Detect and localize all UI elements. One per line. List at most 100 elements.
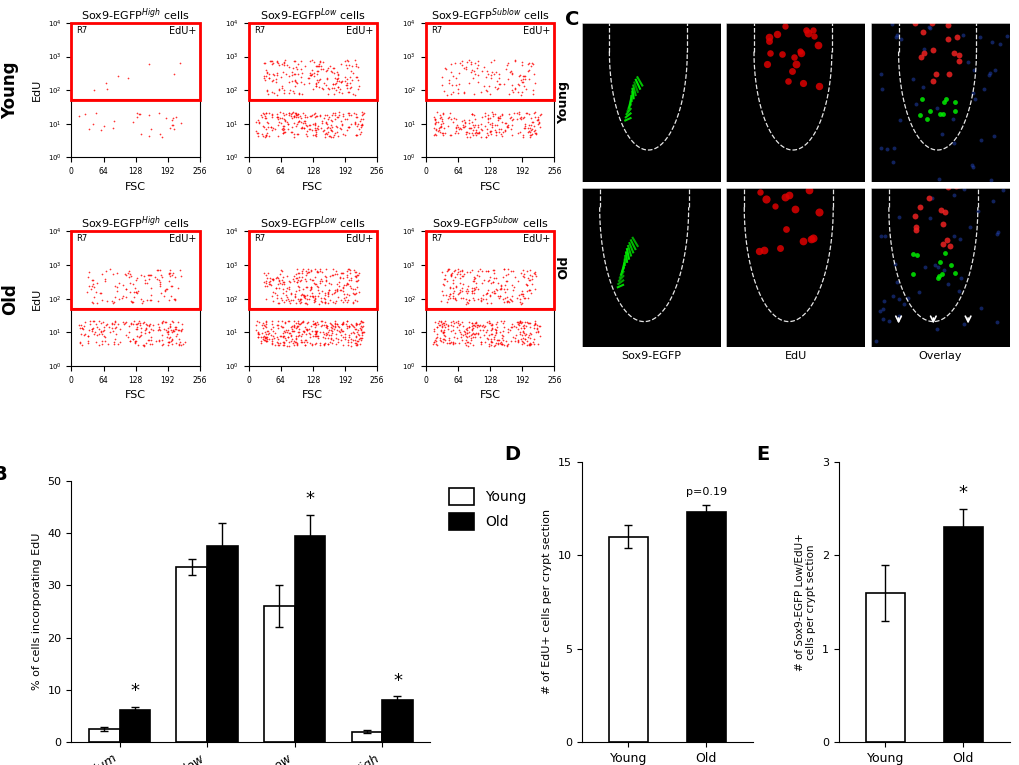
Point — [430, 116, 446, 128]
Point — [293, 336, 310, 348]
Point — [139, 277, 155, 289]
Point — [338, 62, 355, 74]
Point — [492, 314, 508, 327]
Point — [326, 321, 342, 334]
Point — [526, 127, 542, 139]
Point — [445, 112, 462, 124]
Point — [314, 326, 330, 338]
Point — [324, 325, 340, 337]
Point — [286, 275, 303, 288]
Point — [131, 108, 148, 120]
Point — [75, 329, 92, 341]
Point — [325, 269, 341, 281]
Point — [428, 321, 444, 333]
Point — [454, 121, 471, 133]
Point — [160, 322, 176, 334]
Point — [480, 112, 496, 125]
Point — [930, 256, 947, 269]
Point — [435, 107, 451, 119]
Point — [288, 63, 305, 75]
Point — [516, 291, 532, 304]
Point — [158, 283, 174, 295]
Point — [350, 60, 366, 73]
Point — [306, 111, 322, 123]
Point — [290, 323, 307, 335]
Point — [306, 293, 322, 305]
Point — [515, 290, 531, 302]
Point — [515, 129, 531, 142]
Point — [305, 289, 321, 301]
Point — [301, 77, 317, 90]
Point — [278, 326, 294, 338]
Point — [257, 129, 273, 141]
Point — [306, 317, 322, 330]
Point — [946, 96, 962, 108]
Point — [495, 262, 512, 275]
Point — [297, 117, 313, 129]
Point — [109, 281, 125, 293]
Point — [344, 296, 361, 308]
Point — [307, 317, 323, 329]
Point — [99, 83, 115, 96]
Point — [319, 72, 335, 84]
Point — [304, 63, 320, 76]
Point — [311, 275, 327, 288]
Point — [169, 324, 185, 336]
Point — [348, 339, 365, 351]
Point — [143, 334, 159, 347]
Point — [529, 113, 545, 125]
Point — [867, 335, 883, 347]
Point — [344, 325, 361, 337]
Point — [318, 275, 334, 287]
Point — [286, 80, 303, 93]
Point — [464, 285, 480, 297]
Point — [792, 178, 808, 190]
Point — [303, 265, 319, 278]
Point — [291, 318, 308, 330]
Point — [522, 284, 538, 296]
Point — [114, 292, 130, 304]
Point — [289, 128, 306, 140]
Point — [347, 330, 364, 343]
Point — [436, 330, 452, 342]
Point — [516, 329, 532, 341]
Point — [489, 114, 505, 126]
Point — [500, 109, 517, 121]
Point — [447, 337, 464, 349]
Point — [519, 316, 535, 328]
Point — [270, 319, 286, 331]
Point — [274, 287, 290, 299]
Point — [306, 277, 322, 289]
Point — [464, 63, 480, 76]
Point — [315, 338, 331, 350]
X-axis label: EdU: EdU — [784, 351, 806, 361]
Point — [492, 282, 508, 295]
Point — [487, 119, 503, 131]
Point — [275, 109, 291, 121]
Point — [322, 317, 338, 329]
Point — [522, 129, 538, 142]
Point — [73, 322, 90, 334]
Point — [529, 323, 545, 335]
Point — [145, 324, 161, 337]
Point — [492, 290, 508, 302]
Point — [268, 282, 284, 295]
Point — [304, 339, 320, 351]
Point — [331, 324, 347, 337]
Point — [461, 54, 477, 67]
Point — [483, 327, 499, 340]
Point — [318, 274, 334, 286]
Point — [434, 327, 450, 339]
Point — [987, 315, 1004, 327]
Point — [299, 125, 315, 137]
Point — [309, 73, 325, 86]
Point — [530, 119, 546, 131]
Point — [269, 296, 285, 308]
Point — [352, 128, 368, 140]
Point — [503, 129, 520, 141]
Point — [129, 322, 146, 334]
Point — [250, 330, 266, 343]
Point — [302, 285, 318, 297]
Point — [149, 273, 165, 285]
Point — [172, 57, 189, 69]
